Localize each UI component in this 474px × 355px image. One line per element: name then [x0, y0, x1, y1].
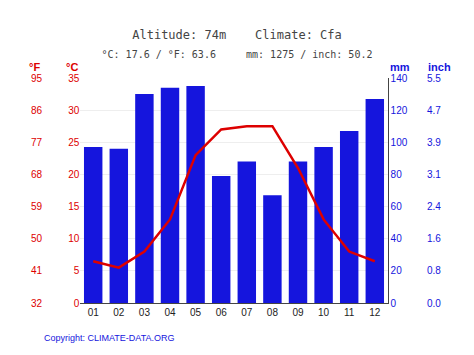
svg-text:3.9: 3.9 — [427, 137, 441, 148]
svg-text:30: 30 — [68, 105, 80, 116]
svg-text:5.5: 5.5 — [427, 73, 441, 84]
svg-text:50: 50 — [31, 233, 43, 244]
svg-text:inch: inch — [428, 61, 451, 73]
svg-text:77: 77 — [31, 137, 43, 148]
svg-text:mm: mm — [390, 61, 410, 73]
svg-text:20: 20 — [391, 265, 403, 276]
svg-text:120: 120 — [391, 105, 408, 116]
svg-text:01: 01 — [88, 307, 100, 318]
svg-text:4.7: 4.7 — [427, 105, 441, 116]
svg-text:60: 60 — [391, 201, 403, 212]
svg-text:35: 35 — [68, 73, 80, 84]
svg-text:41: 41 — [31, 265, 43, 276]
svg-text:06: 06 — [216, 307, 228, 318]
svg-text:°C: 17.6 / °F: 63.6 mm: 12: °C: 17.6 / °F: 63.6 mm: 1275 / inch: 50.… — [102, 49, 373, 60]
svg-text:0: 0 — [74, 298, 80, 309]
svg-text:Altitude: 74m Climate: Cfa: Altitude: 74m Climate: Cfa — [132, 28, 342, 42]
svg-text:03: 03 — [139, 307, 151, 318]
svg-text:3.1: 3.1 — [427, 169, 441, 180]
svg-text:1.6: 1.6 — [427, 233, 441, 244]
svg-text:5: 5 — [74, 265, 80, 276]
svg-text:11: 11 — [344, 307, 355, 318]
svg-text:100: 100 — [391, 137, 408, 148]
svg-text:25: 25 — [68, 137, 80, 148]
svg-text:2.4: 2.4 — [427, 201, 441, 212]
svg-text:68: 68 — [31, 169, 43, 180]
svg-text:07: 07 — [241, 307, 253, 318]
svg-text:02: 02 — [113, 307, 125, 318]
svg-text:15: 15 — [68, 201, 80, 212]
svg-text:95: 95 — [31, 73, 43, 84]
svg-text:10: 10 — [68, 233, 80, 244]
svg-text:10: 10 — [318, 307, 330, 318]
svg-text:°C: °C — [66, 61, 78, 73]
svg-text:04: 04 — [164, 307, 176, 318]
svg-text:09: 09 — [292, 307, 304, 318]
svg-text:12: 12 — [369, 307, 381, 318]
svg-text:0: 0 — [391, 298, 397, 309]
svg-text:86: 86 — [31, 105, 43, 116]
svg-text:140: 140 — [391, 73, 408, 84]
svg-text:08: 08 — [267, 307, 279, 318]
svg-text:59: 59 — [31, 201, 43, 212]
svg-text:0.8: 0.8 — [427, 265, 441, 276]
svg-text:0.0: 0.0 — [427, 298, 441, 309]
svg-text:32: 32 — [31, 298, 43, 309]
svg-text:Copyright: CLIMATE-DATA.ORG: Copyright: CLIMATE-DATA.ORG — [44, 333, 175, 343]
svg-text:40: 40 — [391, 233, 403, 244]
svg-text:80: 80 — [391, 169, 403, 180]
svg-text:20: 20 — [68, 169, 80, 180]
svg-text:05: 05 — [190, 307, 202, 318]
svg-text:°F: °F — [29, 61, 40, 73]
